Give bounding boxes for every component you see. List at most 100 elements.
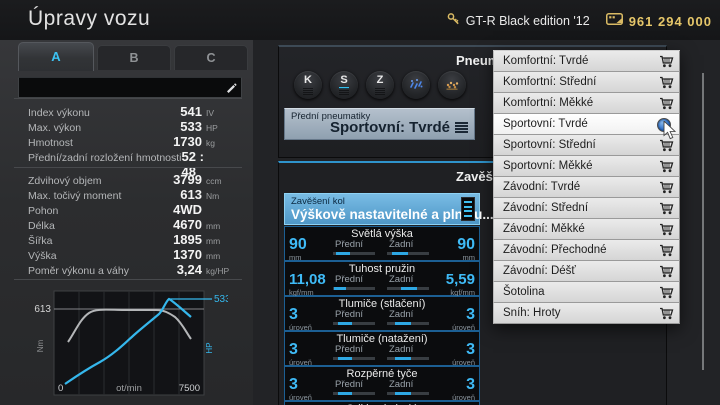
setting-title: Rozpěrné tyče bbox=[346, 368, 418, 380]
front-slider[interactable] bbox=[333, 322, 375, 325]
cart-icon[interactable] bbox=[659, 181, 674, 194]
rear-value: 3 bbox=[466, 341, 475, 358]
rear-slider[interactable] bbox=[387, 392, 429, 395]
front-slider[interactable] bbox=[333, 392, 375, 395]
slider-fill bbox=[334, 287, 346, 290]
setting-row-dampers-extension[interactable]: Tlumiče (natažení) 3 úroveň Přední Zadní… bbox=[284, 331, 480, 367]
stat-row: Výška 1370 mm bbox=[28, 247, 240, 262]
stat-unit: ccm bbox=[206, 176, 222, 186]
right-axis-label: HP bbox=[205, 342, 214, 353]
setting-title: Tuhost pružin bbox=[348, 263, 416, 275]
stat-row: Hmotnost 1730 kg bbox=[28, 134, 240, 149]
header-bar: Úpravy vozu GT-R Black edition '12 961 2… bbox=[0, 0, 720, 40]
stat-row: Max. výkon 533 HP bbox=[28, 119, 240, 134]
x-axis-label: ot/min bbox=[116, 383, 142, 394]
dropdown-item-selected[interactable]: Sportovní: Tvrdé bbox=[493, 114, 680, 135]
cart-icon[interactable] bbox=[659, 286, 674, 299]
stat-value: 1895 bbox=[173, 232, 202, 247]
cart-icon[interactable] bbox=[659, 202, 674, 215]
button-label: Z bbox=[376, 74, 384, 86]
slider-fill bbox=[401, 287, 417, 290]
tab-a[interactable]: A bbox=[18, 42, 94, 71]
stat-row: Max. točivý moment 613 Nm bbox=[28, 187, 240, 202]
dropdown-item[interactable]: Sníh: Hroty bbox=[493, 303, 680, 324]
stat-value: 3799 bbox=[173, 172, 202, 187]
dropdown-item[interactable]: Závodní: Déšť bbox=[493, 261, 680, 282]
cart-icon[interactable] bbox=[659, 244, 674, 257]
front-unit: kgf/mm bbox=[289, 288, 314, 297]
rear-slider[interactable] bbox=[387, 322, 429, 325]
dropdown-item[interactable]: Komfortní: Měkké bbox=[493, 93, 680, 114]
front-slider[interactable] bbox=[333, 357, 375, 360]
tire-category-sport-button[interactable]: S bbox=[330, 71, 358, 99]
suspension-kit-label: Zavěšení kol bbox=[291, 196, 345, 207]
cart-icon[interactable] bbox=[659, 97, 674, 110]
slider-fill bbox=[338, 322, 352, 325]
stat-label: Výška bbox=[28, 250, 57, 262]
scrollbar[interactable] bbox=[702, 73, 704, 370]
front-label: Přední bbox=[335, 379, 363, 390]
rear-slider[interactable] bbox=[387, 252, 429, 255]
stat-unit: mm bbox=[206, 221, 221, 231]
divider bbox=[14, 167, 242, 168]
setup-name-input[interactable] bbox=[18, 77, 242, 98]
cart-icon[interactable] bbox=[659, 307, 674, 320]
dropdown-item[interactable]: Šotolina bbox=[493, 282, 680, 303]
cart-icon[interactable] bbox=[659, 160, 674, 173]
cart-icon[interactable] bbox=[659, 223, 674, 236]
stat-value: 613 bbox=[180, 187, 202, 202]
tab-b[interactable]: B bbox=[97, 45, 171, 70]
stat-value: 3,24 bbox=[176, 262, 202, 277]
front-slider[interactable] bbox=[333, 287, 375, 290]
tire-category-racing-button[interactable]: Z bbox=[366, 71, 394, 99]
dropdown-item[interactable]: Závodní: Měkké bbox=[493, 219, 680, 240]
stat-unit: mm bbox=[206, 251, 221, 261]
stat-value: 541 bbox=[180, 104, 202, 119]
setting-row-dampers-compression[interactable]: Tlumiče (stlačení) 3 úroveň Přední Zadní… bbox=[284, 296, 480, 332]
tire-category-rain-button[interactable] bbox=[402, 71, 430, 99]
stat-unit: kg bbox=[206, 138, 215, 148]
front-slider[interactable] bbox=[333, 252, 375, 255]
dropdown-item[interactable]: Komfortní: Tvrdé bbox=[493, 51, 680, 72]
rear-label: Zadní bbox=[389, 379, 414, 390]
rear-value: 5,59 bbox=[445, 271, 475, 288]
dropdown-item[interactable]: Sportovní: Střední bbox=[493, 135, 680, 156]
setting-row-spring-rate[interactable]: Tuhost pružin 11,08 kgf/mm Přední Zadní … bbox=[284, 261, 480, 297]
front-value: 3 bbox=[289, 376, 298, 393]
tire-category-dirt-button[interactable] bbox=[438, 71, 466, 99]
stat-row: Index výkonu 541 IV bbox=[28, 104, 240, 119]
front-label: Přední bbox=[335, 344, 363, 355]
stat-label: Index výkonu bbox=[28, 107, 90, 119]
suspension-kit-selector[interactable]: Zavěšení kol Výškově nastavitelné a plně… bbox=[284, 193, 494, 225]
slider-fill bbox=[392, 252, 408, 255]
tire-dropdown: Komfortní: Tvrdé Komfortní: Střední Komf… bbox=[493, 50, 680, 324]
cart-icon[interactable] bbox=[659, 265, 674, 278]
dropdown-item[interactable]: Závodní: Přechodné bbox=[493, 240, 680, 261]
stat-label: Hmotnost bbox=[28, 137, 73, 149]
stat-label: Zdvihový objem bbox=[28, 175, 102, 187]
item-label: Komfortní: Tvrdé bbox=[503, 55, 589, 67]
setting-row-anti-roll-bars[interactable]: Rozpěrné tyče 3 úroveň Přední Zadní 3 úr… bbox=[284, 366, 480, 402]
cart-icon[interactable] bbox=[659, 139, 674, 152]
dropdown-item[interactable]: Závodní: Střední bbox=[493, 198, 680, 219]
dropdown-item[interactable]: Závodní: Tvrdé bbox=[493, 177, 680, 198]
dropdown-item[interactable]: Sportovní: Měkké bbox=[493, 156, 680, 177]
rear-slider[interactable] bbox=[387, 357, 429, 360]
item-label: Závodní: Přechodné bbox=[503, 244, 607, 256]
tire-category-comfort-button[interactable]: K bbox=[294, 71, 322, 99]
front-value: 3 bbox=[289, 306, 298, 323]
front-tires-selector[interactable]: Přední pneumatiky Sportovní: Tvrdé bbox=[284, 108, 475, 140]
cart-icon[interactable] bbox=[659, 55, 674, 68]
cart-icon[interactable] bbox=[659, 76, 674, 89]
stat-label: Poměr výkonu a váhy bbox=[28, 265, 129, 277]
button-label: S bbox=[340, 74, 348, 86]
left-axis-label: Nm bbox=[36, 339, 45, 352]
tab-c[interactable]: C bbox=[174, 45, 248, 70]
setting-row-camber[interactable]: Odklon kola (-) bbox=[284, 401, 480, 405]
stat-value: 533 bbox=[180, 119, 202, 134]
setting-row-ride-height[interactable]: Světlá výška 90 mm Přední Zadní 90 mm bbox=[284, 226, 480, 262]
mouse-cursor bbox=[663, 121, 677, 140]
rear-slider[interactable] bbox=[387, 287, 429, 290]
dropdown-item[interactable]: Komfortní: Střední bbox=[493, 72, 680, 93]
front-value: 11,08 bbox=[289, 271, 326, 288]
